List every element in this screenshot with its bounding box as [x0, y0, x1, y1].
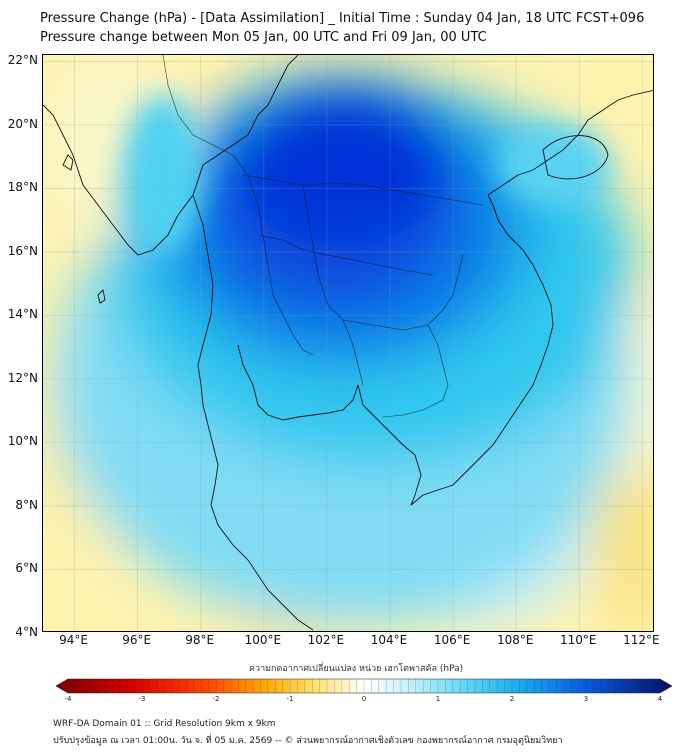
colorbar-tick-label: -2	[212, 695, 220, 703]
lat-label: 18°N	[7, 180, 38, 195]
map-title: Pressure Change (hPa) - [Data Assimilati…	[40, 11, 645, 26]
coastlines	[43, 55, 653, 631]
lon-label: 112°E	[623, 633, 660, 647]
lon-label: 104°E	[370, 633, 408, 647]
borders	[162, 55, 484, 418]
lat-label: 16°N	[7, 243, 38, 258]
lon-label: 108°E	[496, 633, 534, 647]
lon-label: 106°E	[433, 633, 471, 647]
footer-model-info: WRF-DA Domain 01 :: Grid Resolution 9km …	[53, 719, 276, 729]
lat-label: 20°N	[7, 116, 38, 131]
colorbar-tick-label: -4	[64, 695, 72, 703]
colorbar-tick-label: 0	[361, 695, 367, 703]
pressure-field	[43, 55, 653, 631]
lat-label: 14°N	[7, 307, 38, 322]
footer-credit: ปรับปรุงข้อมูล ณ เวลา 01:00น. วัน จ. ที่…	[53, 736, 563, 746]
lon-label: 94°E	[59, 633, 88, 647]
lat-label: 12°N	[7, 370, 38, 385]
lon-label: 96°E	[122, 633, 152, 647]
colorbar-tick-label: -3	[138, 695, 146, 703]
colorbar-tick-label: 1	[435, 695, 441, 703]
lon-label: 102°E	[307, 633, 345, 647]
colorbar-tick-label: 4	[657, 695, 663, 703]
lat-label: 22°N	[7, 53, 38, 68]
lat-label: 10°N	[7, 434, 38, 449]
colorbar-tick-label: -1	[286, 695, 294, 703]
pressure-change-map	[42, 54, 654, 632]
lat-label: 8°N	[15, 497, 38, 512]
lon-label: 98°E	[185, 633, 215, 647]
colorbar	[55, 677, 673, 695]
lat-label: 6°N	[15, 561, 38, 576]
lon-label: 100°E	[244, 633, 282, 647]
lat-label: 4°N	[15, 625, 38, 639]
colorbar-tick-label: 2	[509, 695, 515, 703]
colorbar-tick-label: 3	[583, 695, 589, 703]
gridlines	[43, 55, 653, 631]
map-subtitle: Pressure change between Mon 05 Jan, 00 U…	[40, 30, 487, 45]
colorbar-label: ความกดอากาศเปลี่ยนแปลง หน่วย เฮกโตพาสคัล…	[249, 664, 464, 674]
lon-label: 110°E	[560, 633, 597, 647]
